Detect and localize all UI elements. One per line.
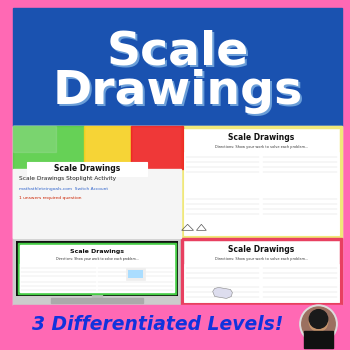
Polygon shape <box>213 287 232 299</box>
Text: mathathleteingoals.com  Switch Account: mathathleteingoals.com Switch Account <box>19 187 108 190</box>
Bar <box>261 152 339 194</box>
Bar <box>13 126 342 305</box>
Text: Scale: Scale <box>108 32 251 77</box>
Bar <box>13 169 181 238</box>
Bar <box>186 131 337 143</box>
Bar <box>18 243 176 294</box>
Bar <box>27 162 147 176</box>
Text: Drawings: Drawings <box>52 70 303 114</box>
Bar <box>181 126 342 238</box>
Bar <box>13 126 56 152</box>
Circle shape <box>302 307 335 341</box>
Circle shape <box>309 313 328 331</box>
Text: Drawings: Drawings <box>55 71 305 117</box>
Bar <box>184 241 339 302</box>
Bar <box>13 305 342 342</box>
Bar <box>131 126 183 169</box>
Bar <box>20 245 174 292</box>
Bar <box>184 194 261 235</box>
Bar <box>261 194 339 235</box>
Bar <box>126 268 145 280</box>
Bar <box>21 246 173 256</box>
Bar <box>304 331 333 348</box>
Text: Scale Drawings: Scale Drawings <box>70 248 124 253</box>
Bar <box>97 278 174 292</box>
Bar <box>186 243 337 255</box>
Text: Scale Drawings Stoplight Activity: Scale Drawings Stoplight Activity <box>19 176 117 181</box>
Bar <box>13 126 84 169</box>
Text: Scale Drawings: Scale Drawings <box>54 164 120 173</box>
Bar <box>261 283 339 302</box>
Bar <box>181 238 342 305</box>
Text: 1 unswers required question: 1 unswers required question <box>19 196 82 199</box>
Text: 3 Differentiated Levels!: 3 Differentiated Levels! <box>33 315 284 334</box>
Text: Scale Drawings: Scale Drawings <box>228 133 295 141</box>
Text: Scale: Scale <box>107 29 249 75</box>
Text: Directions: Show your work to solve each problem...: Directions: Show your work to solve each… <box>56 257 138 261</box>
Bar <box>16 241 178 296</box>
Bar <box>184 129 339 235</box>
Text: Directions: Show your work to solve each problem...: Directions: Show your work to solve each… <box>215 257 308 261</box>
Bar <box>20 264 97 278</box>
Bar <box>184 264 261 283</box>
Bar <box>184 283 261 302</box>
Bar <box>92 295 102 298</box>
Bar <box>13 8 342 126</box>
Text: Directions: Show your work to solve each problem...: Directions: Show your work to solve each… <box>215 145 308 149</box>
Bar <box>184 152 261 194</box>
Bar <box>13 126 181 238</box>
Bar <box>127 270 143 278</box>
Bar <box>20 278 97 292</box>
Circle shape <box>300 305 337 343</box>
Bar <box>84 126 131 169</box>
Bar <box>261 264 339 283</box>
Bar <box>51 298 143 303</box>
Circle shape <box>309 310 328 328</box>
Bar <box>97 264 174 278</box>
Text: Scale Drawings: Scale Drawings <box>228 245 295 253</box>
Bar <box>13 238 181 305</box>
